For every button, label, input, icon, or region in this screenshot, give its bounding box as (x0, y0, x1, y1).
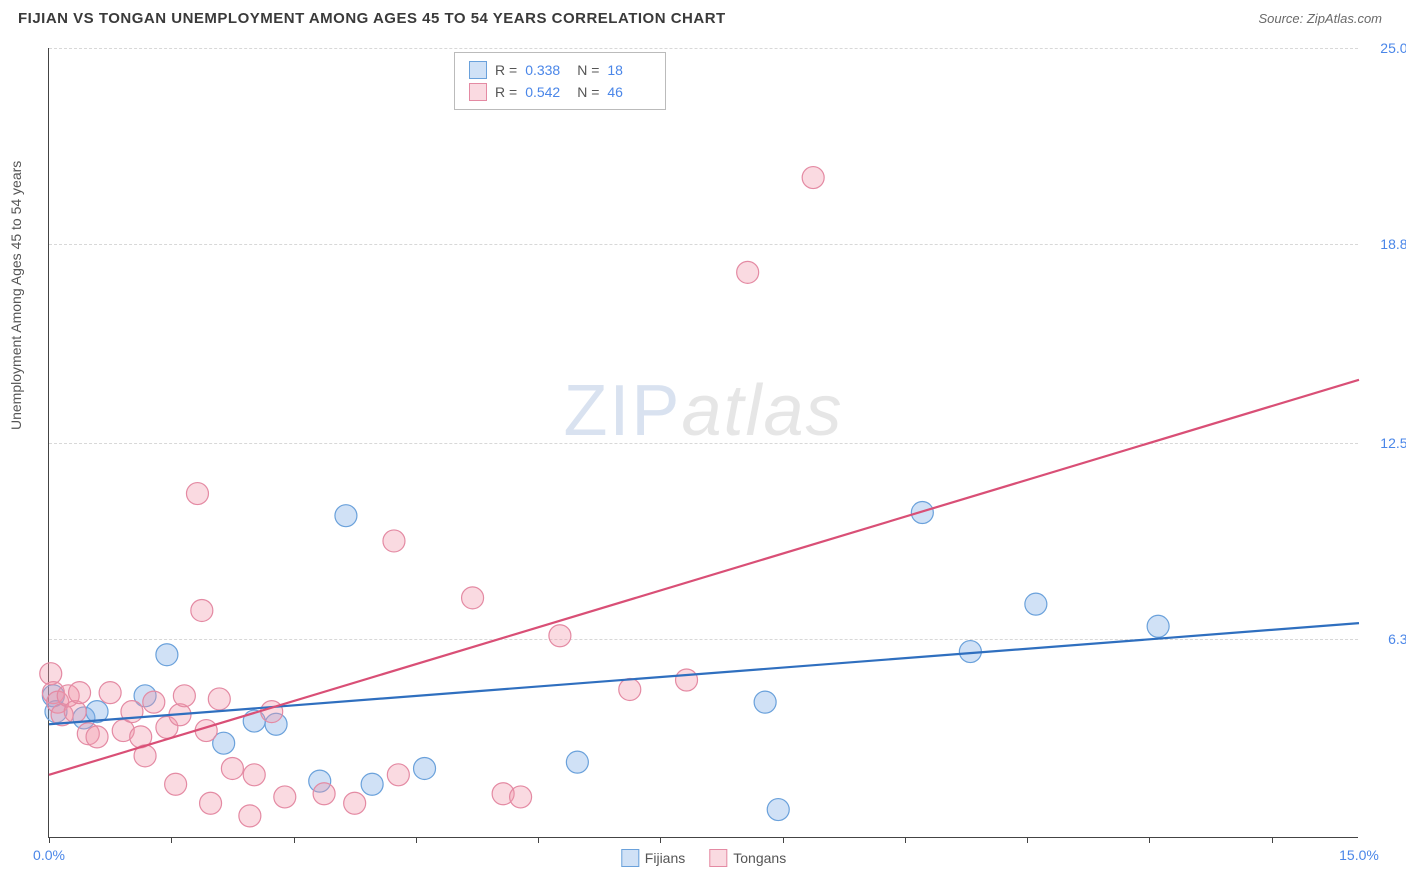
data-point (200, 792, 222, 814)
data-point (767, 799, 789, 821)
stat-r-tongans: 0.542 (525, 81, 569, 103)
stat-r-label: R = (495, 59, 517, 81)
stat-r-fijians: 0.338 (525, 59, 569, 81)
xtick (783, 837, 784, 843)
data-point (86, 726, 108, 748)
xtick (294, 837, 295, 843)
data-point (221, 757, 243, 779)
chart-title: FIJIAN VS TONGAN UNEMPLOYMENT AMONG AGES… (18, 10, 726, 27)
data-point (676, 669, 698, 691)
data-point (261, 701, 283, 723)
legend-swatch-tongans (709, 849, 727, 867)
xtick (1272, 837, 1273, 843)
xtick (1149, 837, 1150, 843)
data-point (462, 587, 484, 609)
data-point (274, 786, 296, 808)
data-point (361, 773, 383, 795)
legend-item-tongans: Tongans (709, 849, 786, 867)
xtick-label: 15.0% (1339, 847, 1379, 863)
legend-swatch-fijians (621, 849, 639, 867)
stats-row-tongans: R = 0.542 N = 46 (469, 81, 651, 103)
data-point (69, 682, 91, 704)
xtick-label: 0.0% (33, 847, 65, 863)
legend-bottom: Fijians Tongans (621, 849, 786, 867)
data-point (414, 757, 436, 779)
stat-r-label: R = (495, 81, 517, 103)
data-point (566, 751, 588, 773)
xtick (1027, 837, 1028, 843)
xtick (905, 837, 906, 843)
ytick-label: 12.5% (1380, 435, 1406, 451)
data-point (99, 682, 121, 704)
data-point (191, 599, 213, 621)
ytick-label: 6.3% (1388, 631, 1406, 647)
chart-source: Source: ZipAtlas.com (1258, 11, 1382, 26)
data-point (186, 483, 208, 505)
xtick (171, 837, 172, 843)
trend-line (49, 623, 1359, 724)
data-point (1025, 593, 1047, 615)
stat-n-label: N = (577, 81, 599, 103)
y-axis-label: Unemployment Among Ages 45 to 54 years (8, 161, 24, 430)
legend-label-tongans: Tongans (733, 850, 786, 866)
xtick (660, 837, 661, 843)
data-point (243, 764, 265, 786)
data-point (239, 805, 261, 827)
legend-item-fijians: Fijians (621, 849, 685, 867)
data-point (156, 644, 178, 666)
xtick (49, 837, 50, 843)
stat-n-tongans: 46 (607, 81, 651, 103)
swatch-tongans (469, 83, 487, 101)
data-point (64, 701, 86, 723)
data-point (165, 773, 187, 795)
swatch-fijians (469, 61, 487, 79)
ytick-label: 18.8% (1380, 236, 1406, 252)
data-point (173, 685, 195, 707)
data-point (387, 764, 409, 786)
data-point (549, 625, 571, 647)
data-point (335, 505, 357, 527)
xtick (538, 837, 539, 843)
chart-plot-area: ZIPatlas 6.3%12.5%18.8%25.0% 0.0%15.0% R… (48, 48, 1358, 838)
stats-legend-box: R = 0.338 N = 18 R = 0.542 N = 46 (454, 52, 666, 110)
data-point (619, 678, 641, 700)
stat-n-fijians: 18 (607, 59, 651, 81)
data-point (802, 167, 824, 189)
chart-header: FIJIAN VS TONGAN UNEMPLOYMENT AMONG AGES… (0, 0, 1406, 35)
xtick (416, 837, 417, 843)
legend-label-fijians: Fijians (645, 850, 685, 866)
data-point (143, 691, 165, 713)
ytick-label: 25.0% (1380, 40, 1406, 56)
data-point (737, 261, 759, 283)
data-point (208, 688, 230, 710)
data-point (383, 530, 405, 552)
scatter-svg (49, 48, 1358, 837)
trend-line (49, 380, 1359, 775)
data-point (754, 691, 776, 713)
data-point (344, 792, 366, 814)
stat-n-label: N = (577, 59, 599, 81)
data-point (313, 783, 335, 805)
data-point (510, 786, 532, 808)
data-point (1147, 615, 1169, 637)
stats-row-fijians: R = 0.338 N = 18 (469, 59, 651, 81)
